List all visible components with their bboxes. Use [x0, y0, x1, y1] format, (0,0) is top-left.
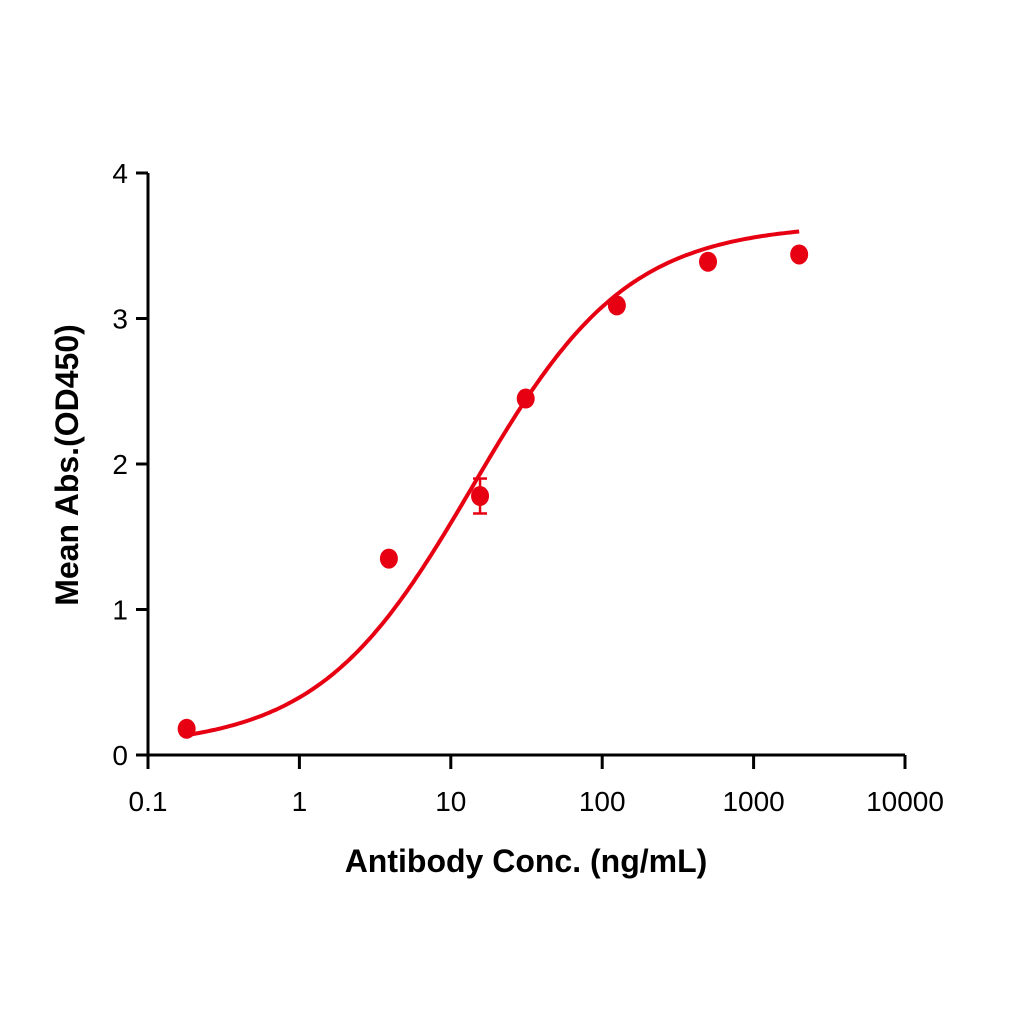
x-tick-label: 10000 — [866, 786, 944, 817]
data-point — [607, 295, 626, 316]
x-tick-label: 10 — [435, 786, 466, 817]
y-tick-label: 2 — [112, 449, 128, 480]
data-point — [516, 388, 535, 409]
data-point — [790, 244, 809, 265]
y-tick-label: 4 — [112, 158, 128, 189]
x-tick-label: 0.1 — [129, 786, 168, 817]
fit-curve — [186, 229, 800, 738]
data-points — [177, 244, 809, 739]
data-point — [177, 718, 196, 739]
data-point — [699, 251, 718, 272]
x-axis-label: Antibody Conc. (ng/mL) — [345, 843, 708, 879]
data-point — [379, 548, 398, 569]
x-tick-label: 1 — [292, 786, 308, 817]
data-point — [471, 486, 490, 507]
axes: 0 1 2 3 4 0.1 1 10 100 1000 10000 — [112, 158, 944, 817]
y-tick-label: 3 — [112, 304, 128, 335]
y-tick-label: 0 — [112, 740, 128, 771]
y-axis-label: Mean Abs.(OD450) — [49, 324, 85, 606]
y-tick-label: 1 — [112, 595, 128, 626]
x-tick-label: 100 — [579, 786, 626, 817]
x-tick-label: 1000 — [722, 786, 784, 817]
